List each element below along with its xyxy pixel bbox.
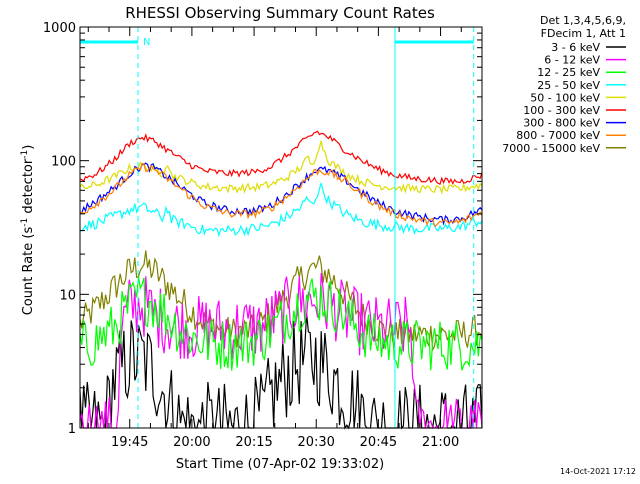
axes: 1 10 100 1000 19:45 20:00 20:15 20:30 20:45 21:00 bbox=[43, 21, 483, 450]
legend-label-6: 300 - 800 keV bbox=[523, 117, 600, 130]
y-tick-label-0: 1 bbox=[68, 422, 76, 437]
x-tick-label-5: 21:00 bbox=[422, 435, 459, 450]
x-tick-label-1: 20:00 bbox=[173, 435, 210, 450]
legend-label-5: 100 - 300 keV bbox=[523, 104, 600, 117]
y-axis-title: Count Rate (s-1 detector-1) bbox=[20, 145, 36, 316]
footer-timestamp: 14-Oct-2021 17:12 bbox=[560, 467, 636, 476]
x-tick-label-4: 20:45 bbox=[360, 435, 397, 450]
legend-header-line-1: Det 1,3,4,5,6,9, bbox=[540, 14, 626, 27]
legend-label-2: 12 - 25 keV bbox=[537, 66, 600, 79]
series-line-3 bbox=[79, 182, 483, 238]
legend-header-line-2: FDecim 1, Att 1 bbox=[541, 27, 626, 40]
legend-label-1: 6 - 12 keV bbox=[544, 54, 600, 67]
legend-label-8: 7000 - 15000 keV bbox=[502, 142, 600, 155]
plot-area: N bbox=[79, 27, 483, 430]
legend-label-4: 50 - 100 keV bbox=[530, 91, 600, 104]
series-line-4 bbox=[79, 140, 483, 195]
chart-title: RHESSI Observing Summary Count Rates bbox=[125, 4, 435, 22]
series-line-6 bbox=[79, 162, 483, 226]
x-tick-label-2: 20:15 bbox=[235, 435, 272, 450]
series-line-7 bbox=[79, 162, 483, 228]
y-tick-label-3: 1000 bbox=[43, 21, 76, 36]
series-line-2 bbox=[79, 276, 483, 371]
x-axis-title: Start Time (07-Apr-02 19:33:02) bbox=[176, 457, 384, 472]
y-tick-label-1: 10 bbox=[59, 288, 76, 303]
legend-label-0: 3 - 6 keV bbox=[551, 41, 600, 54]
plot-frame bbox=[79, 26, 483, 429]
series-line-5 bbox=[79, 130, 483, 186]
y-tick-label-2: 100 bbox=[51, 155, 76, 170]
legend-label-7: 800 - 7000 keV bbox=[516, 129, 600, 142]
series-line-1 bbox=[79, 273, 483, 429]
x-tick-label-3: 20:30 bbox=[297, 435, 334, 450]
legend-label-3: 25 - 50 keV bbox=[537, 79, 600, 92]
x-tick-label-0: 19:45 bbox=[111, 435, 148, 450]
annotation-label: N bbox=[143, 37, 150, 48]
legend: Det 1,3,4,5,6,9, FDecim 1, Att 1 3 - 6 k… bbox=[502, 14, 626, 155]
